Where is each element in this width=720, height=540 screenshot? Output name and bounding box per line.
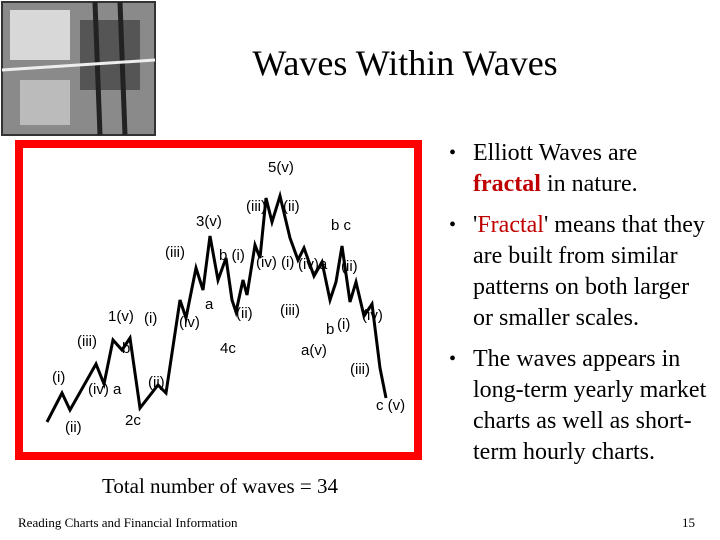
wave-label: 3(v) xyxy=(196,213,222,230)
bullet-text: in nature. xyxy=(546,171,638,197)
wave-label: (iii) xyxy=(280,302,300,319)
bullet-text: Elliott Waves are xyxy=(473,140,638,166)
bullet-text: The waves appears in long-term yearly ma… xyxy=(473,346,707,465)
wave-label: (iv) (i) xyxy=(256,254,294,271)
bullet-text: ' xyxy=(473,212,478,238)
wave-label: (ii) xyxy=(283,198,300,215)
wave-label: (iii) xyxy=(77,333,97,350)
wave-label: (ii) xyxy=(148,374,165,391)
wave-label: (i) xyxy=(144,310,157,327)
slide-title: Waves Within Waves xyxy=(252,43,558,83)
diagram-frame xyxy=(15,140,422,460)
wave-label: (iv)a xyxy=(298,256,328,273)
wave-label: c (v) xyxy=(376,397,405,414)
wave-path xyxy=(45,190,388,423)
bullet: Elliott Waves are fractal in nature. xyxy=(445,138,707,200)
bullet-emphasis: Fractal xyxy=(477,212,544,238)
bullet-list: Elliott Waves are fractal in nature. 'Fr… xyxy=(445,138,707,478)
wave-label: b c xyxy=(331,217,352,234)
footer: Reading Charts and Financial Information xyxy=(18,515,238,530)
wave-label: (iv) a xyxy=(88,381,122,398)
wave-label: (iv) xyxy=(179,314,200,331)
wave-label: a(v) xyxy=(301,342,327,359)
wave-label: (iii) xyxy=(246,198,266,215)
wave-label: (i) xyxy=(337,316,350,333)
wave-label: 4c xyxy=(220,340,236,357)
wave-label: (ii) xyxy=(65,419,82,436)
wave-label: (i) xyxy=(52,369,65,386)
page-number: 15 xyxy=(682,515,695,530)
wave-label: 5(v) xyxy=(268,159,294,176)
wave-label: b xyxy=(122,340,130,357)
wave-label: (iv) xyxy=(362,307,383,324)
wave-labels: 5(v) (iii) (ii) 3(v) b c (iii) b (i) (iv… xyxy=(52,159,405,436)
wave-label: (iii) xyxy=(350,361,370,378)
bullet: 'Fractal' means that they are built from… xyxy=(445,210,707,334)
bullet-emphasis: fractal xyxy=(473,171,541,197)
bullet: The waves appears in long-term yearly ma… xyxy=(445,344,707,468)
wave-label: (ii) xyxy=(236,305,253,322)
wave-label: b (i) xyxy=(219,247,245,264)
bullet-text: ' means that they are built from similar… xyxy=(473,212,705,331)
wave-label: (ii) xyxy=(341,258,358,275)
diagram-caption: Total number of waves = 34 xyxy=(101,474,339,498)
wave-label: b xyxy=(326,321,334,338)
wave-label: a xyxy=(205,296,214,313)
wave-label: 2c xyxy=(125,412,141,429)
wave-label: 1(v) xyxy=(108,308,134,325)
thumbnail-photo xyxy=(1,1,156,136)
wave-label: (iii) xyxy=(165,244,185,261)
